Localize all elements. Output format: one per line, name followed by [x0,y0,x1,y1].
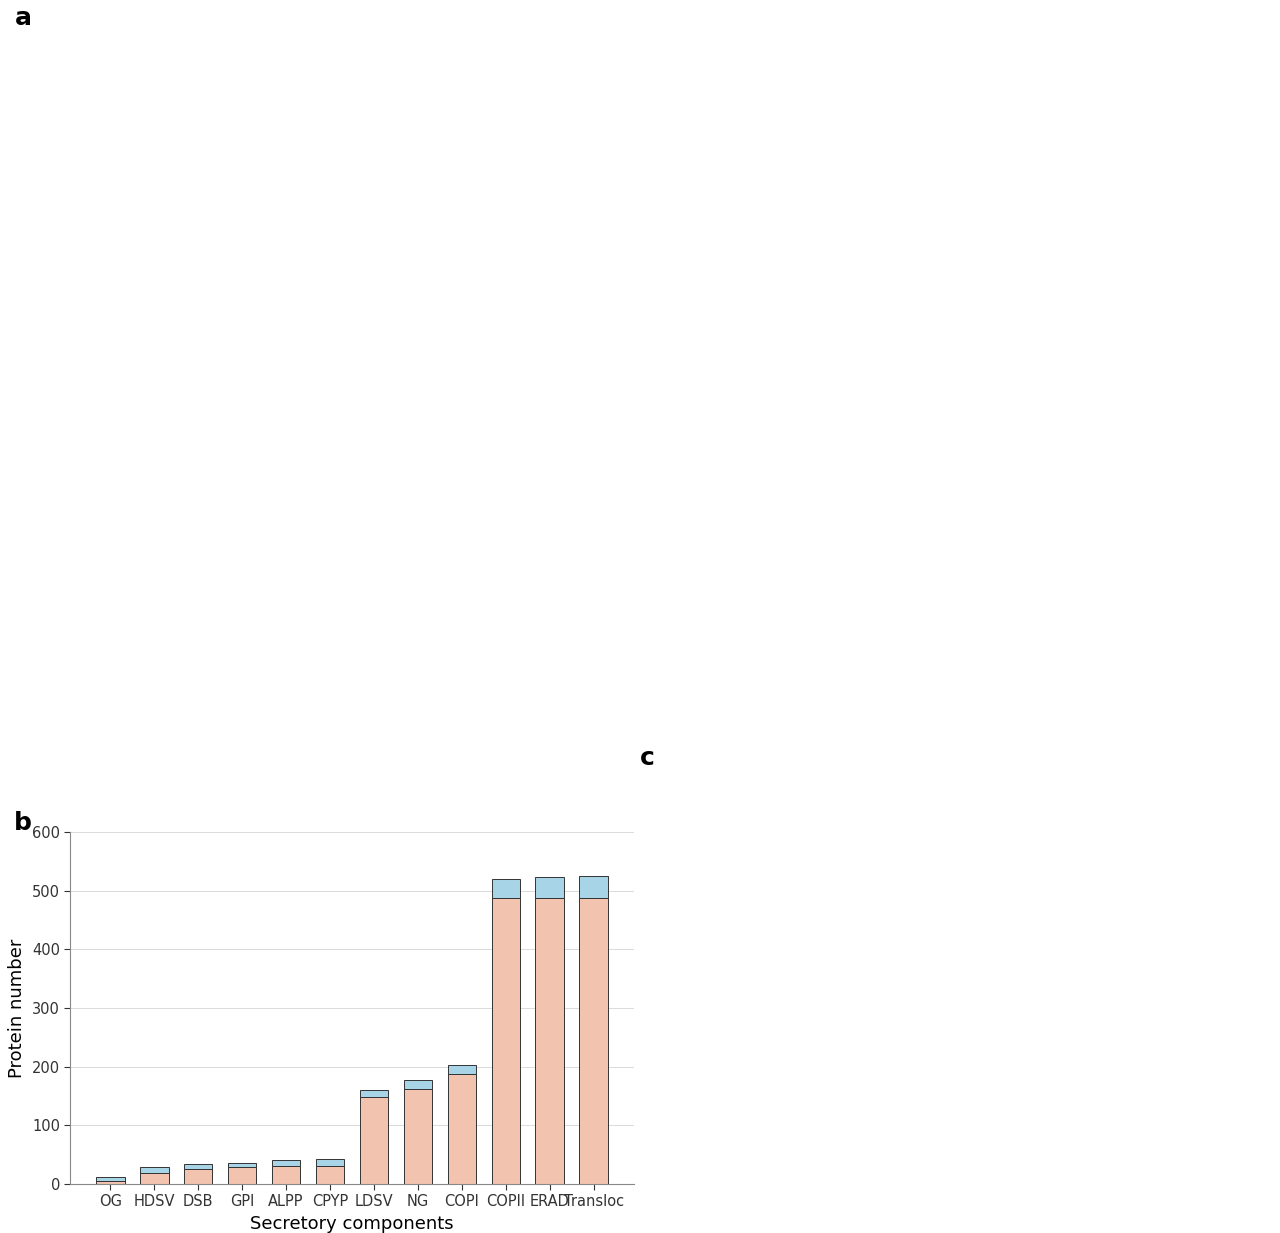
Y-axis label: Protein number: Protein number [8,938,27,1078]
Text: b: b [14,811,32,835]
Bar [403,1089,433,1184]
Bar [448,1074,476,1184]
Bar [96,1176,124,1181]
Bar [316,1166,344,1184]
Bar [228,1163,256,1168]
Bar [448,1065,476,1074]
Bar [140,1168,169,1173]
Bar [184,1164,212,1169]
X-axis label: Secretory components: Secretory components [250,1215,454,1233]
Bar [228,1168,256,1184]
Text: c: c [640,746,655,769]
Bar [271,1160,301,1166]
Bar [580,875,608,898]
Bar [271,1166,301,1184]
Bar [492,879,520,898]
Bar [360,1090,388,1097]
Bar [360,1097,388,1184]
Bar [96,1181,124,1184]
Text: a: a [15,6,32,30]
Bar [316,1159,344,1166]
Bar [580,898,608,1184]
Bar [535,898,564,1184]
Bar [403,1080,433,1089]
Bar [184,1169,212,1184]
Bar [492,898,520,1184]
Bar [140,1173,169,1184]
Bar [535,878,564,898]
